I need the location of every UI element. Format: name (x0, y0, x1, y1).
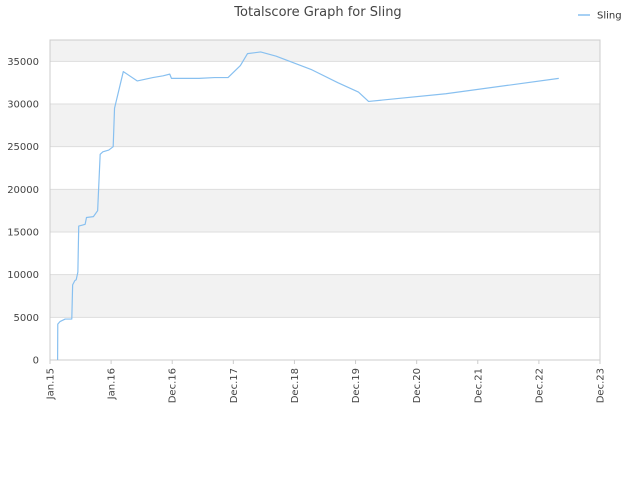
background-band (50, 189, 600, 232)
y-tick-label: 5000 (14, 313, 39, 324)
y-tick-label: 35000 (7, 57, 39, 68)
background-band (50, 40, 600, 62)
legend-label: Sling (597, 11, 622, 22)
y-tick-label: 25000 (7, 142, 39, 153)
x-tick-label: Dec.20 (412, 368, 423, 403)
background-band (50, 104, 600, 147)
x-tick-label: Dec.17 (229, 368, 240, 403)
series-line-sling (57, 51, 559, 361)
x-tick-label: Dec.18 (290, 368, 301, 403)
x-tick-label: Dec.23 (596, 368, 607, 403)
x-tick-label: Dec.19 (351, 368, 362, 403)
x-tick-label: Dec.16 (168, 368, 179, 403)
tick-labels: 0 5000 10000 15000 20000 25000 30000 35000 Jan.1… (7, 57, 606, 403)
axes (49, 39, 601, 364)
x-tick-label: Jan.15 (46, 368, 57, 400)
y-tick-label: 20000 (7, 185, 39, 196)
x-tick-label: Jan.16 (107, 368, 118, 400)
gridlines (50, 60, 600, 318)
y-tick-label: 10000 (7, 270, 39, 281)
chart-title: Totalscore Graph for Sling (233, 5, 401, 20)
x-tick-label: Dec.22 (534, 368, 545, 403)
legend[interactable]: Sling (578, 11, 622, 22)
series-layer (57, 51, 559, 361)
background-band (50, 274, 600, 318)
y-tick-label: 15000 (7, 228, 39, 239)
y-tick-label: 30000 (7, 100, 39, 111)
y-tick-label: 0 (33, 356, 39, 367)
x-tick-label: Dec.21 (473, 368, 484, 403)
plot-frame (49, 39, 601, 361)
background-bands (50, 40, 600, 318)
